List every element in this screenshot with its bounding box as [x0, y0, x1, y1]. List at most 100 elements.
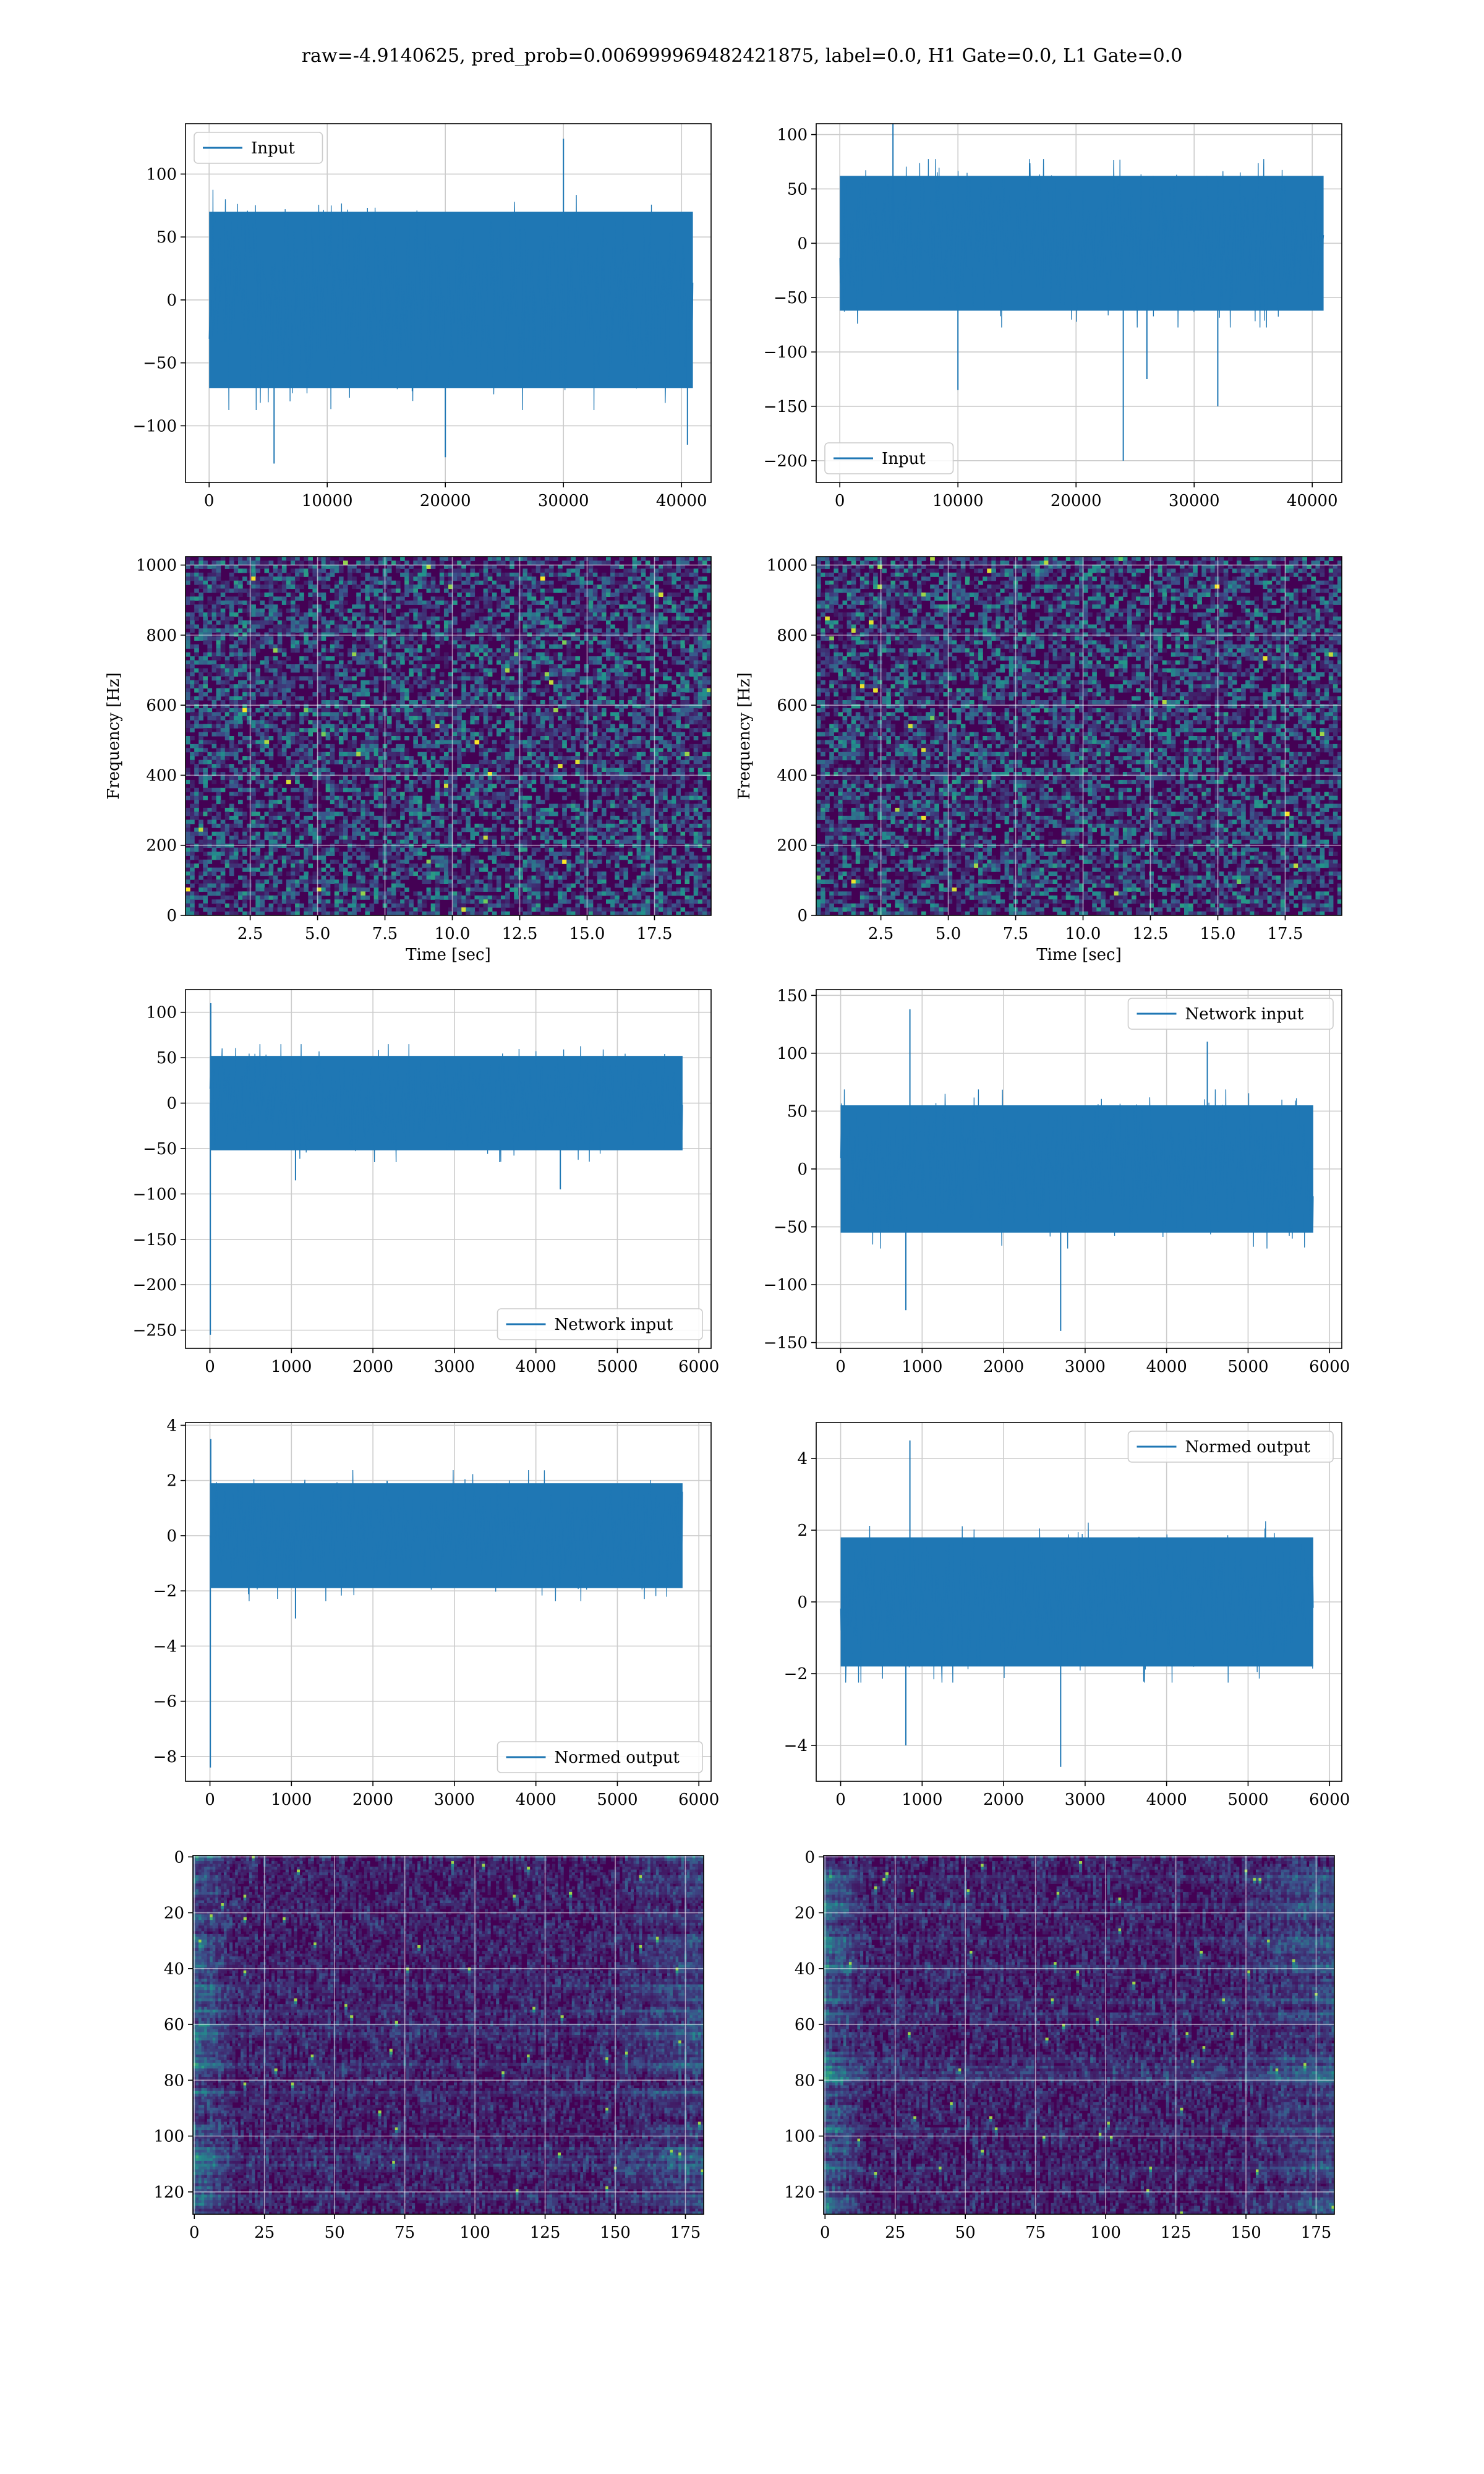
heatmap-cell — [470, 636, 475, 641]
heatmap-cell — [597, 760, 602, 764]
heatmap-cell — [251, 648, 256, 653]
heatmap-cell — [360, 680, 366, 685]
heatmap-cell — [413, 652, 419, 657]
heatmap-cell — [373, 664, 379, 669]
heatmap-cell — [325, 564, 331, 569]
heatmap-cell — [553, 803, 558, 808]
heatmap-cell — [348, 576, 352, 581]
heatmap-cell — [277, 764, 283, 769]
heatmap-cell — [268, 684, 274, 689]
heatmap-cell — [186, 640, 190, 645]
heatmap-cell — [356, 620, 361, 625]
heatmap-cell — [348, 664, 352, 669]
heatmap-cell — [281, 720, 287, 725]
heatmap-cell — [544, 572, 550, 577]
heatmap-cell — [588, 560, 594, 565]
heatmap-cell — [260, 716, 265, 721]
heatmap-cell — [636, 593, 642, 597]
heatmap-cell — [194, 576, 199, 581]
heatmap-cell — [697, 680, 703, 685]
heatmap-cell — [277, 588, 283, 593]
heatmap-cell — [430, 588, 436, 593]
heatmap-cell — [334, 760, 339, 764]
heatmap-cell — [636, 712, 642, 717]
heatmap-cell — [190, 680, 195, 685]
heatmap-cell — [496, 760, 501, 764]
heatmap-cell — [348, 660, 352, 665]
heatmap-cell — [483, 800, 488, 805]
heatmap-cell — [264, 692, 270, 697]
heatmap-cell — [281, 692, 287, 697]
heatmap-cell — [672, 676, 676, 681]
heatmap-cell — [540, 593, 545, 597]
heatmap-cell — [689, 672, 694, 677]
heatmap-cell — [483, 572, 488, 577]
heatmap-cell — [312, 792, 318, 797]
heatmap-cell — [238, 608, 243, 613]
heatmap-cell — [365, 588, 370, 593]
heatmap-cell — [606, 760, 611, 764]
heatmap-cell — [706, 584, 711, 589]
heatmap-cell — [400, 684, 405, 689]
heatmap-cell — [697, 803, 703, 808]
x-tick-label: 20000 — [420, 492, 471, 510]
heatmap-cell — [680, 612, 686, 617]
heatmap-cell — [334, 784, 339, 789]
heatmap-cell — [672, 632, 676, 637]
heatmap-cell — [378, 612, 383, 617]
heatmap-cell — [334, 584, 339, 589]
heatmap-cell — [247, 672, 252, 677]
heatmap-cell — [233, 716, 239, 721]
heatmap-cell — [558, 576, 563, 581]
heatmap-cell — [518, 596, 524, 601]
heatmap-cell — [404, 584, 409, 589]
heatmap-cell — [448, 800, 453, 805]
heatmap-cell — [299, 720, 304, 725]
heatmap-cell — [584, 792, 589, 797]
heatmap-cell — [251, 632, 256, 637]
heatmap-cell — [518, 784, 524, 789]
heatmap-cell — [667, 580, 672, 585]
heatmap-cell — [601, 664, 607, 669]
heatmap-cell — [693, 632, 699, 637]
heatmap-cell — [242, 652, 247, 657]
heatmap-cell — [645, 740, 650, 745]
heatmap-cell — [312, 692, 318, 697]
heatmap-cell — [540, 736, 545, 741]
heatmap-cell — [584, 612, 589, 617]
heatmap-cell — [702, 557, 707, 562]
heatmap-cell — [312, 712, 318, 717]
heatmap-cell — [510, 664, 514, 669]
heatmap-cell — [255, 760, 261, 764]
heatmap-cell — [566, 792, 571, 797]
heatmap-cell — [391, 792, 396, 797]
heatmap-cell — [645, 692, 650, 697]
heatmap-cell — [264, 803, 270, 808]
heatmap-cell — [194, 644, 199, 649]
heatmap-cell — [689, 792, 694, 797]
heatmap-cell — [527, 608, 532, 613]
heatmap-cell — [216, 668, 221, 673]
heatmap-cell — [386, 620, 392, 625]
heatmap-cell — [492, 743, 497, 748]
heatmap-cell — [667, 779, 672, 784]
heatmap-cell — [487, 700, 493, 705]
heatmap-cell — [505, 656, 510, 661]
heatmap-cell — [466, 588, 471, 593]
heatmap-cell — [211, 580, 217, 585]
heatmap-cell — [317, 676, 322, 681]
heatmap-cell — [514, 779, 519, 784]
heatmap-cell — [378, 604, 383, 609]
heatmap-cell — [443, 636, 449, 641]
heatmap-cell — [487, 600, 493, 605]
heatmap-cell — [365, 624, 370, 629]
heatmap-cell — [597, 596, 602, 601]
heatmap-cell — [417, 620, 423, 625]
heatmap-cell — [396, 748, 401, 753]
heatmap-cell — [207, 808, 213, 813]
heatmap-cell — [510, 712, 514, 717]
heatmap-cell — [378, 764, 383, 769]
heatmap-cell — [373, 776, 379, 781]
heatmap-cell — [391, 760, 396, 764]
heatmap-cell — [251, 692, 256, 697]
